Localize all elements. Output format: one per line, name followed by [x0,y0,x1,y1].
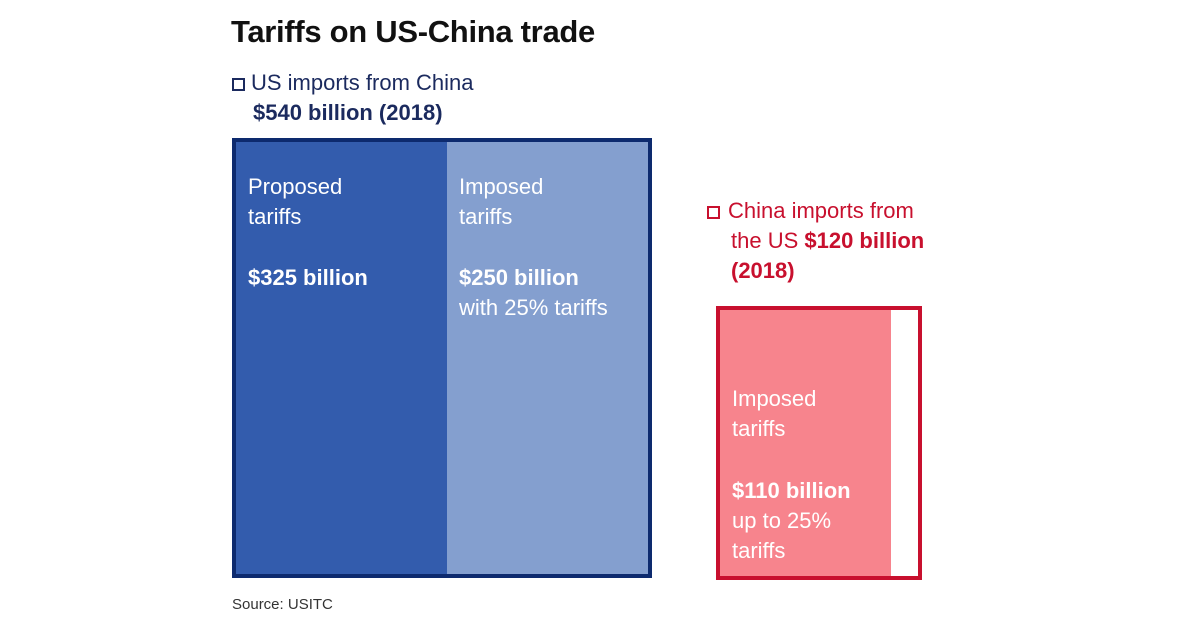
segment-value: $110 billion up to 25% tariffs [732,476,922,566]
segment-value: $250 billion with 25% tariffs [459,263,659,323]
segment-label-line1: Imposed [459,174,544,199]
segment-label-line1: Proposed [248,174,343,199]
segment-label: Imposed tariffs [459,172,649,232]
china-imports-legend: China imports from the US $120 billion (… [707,196,957,286]
us-legend-square-icon [232,78,245,91]
segment-value-label: $110 billion [732,478,851,503]
segment-label: Proposed tariffs [248,172,438,232]
us-proposed-tariffs-segment: Proposed tariffs $325 billion [236,142,447,574]
segment-note-line2: tariffs [732,538,786,563]
source-note: Source: USITC [232,596,333,613]
us-legend-amount: $540 billion (2018) [253,100,443,125]
china-legend-label: China imports from [728,198,914,223]
china-legend-label-2: the US [731,228,805,253]
china-legend-year: (2018) [731,258,795,283]
segment-label-line2: tariffs [248,204,302,229]
us-imports-box: Proposed tariffs $325 billion Imposed ta… [232,138,652,578]
china-imports-box: Imposed tariffs $110 billion up to 25% t… [716,306,922,580]
us-legend-label: US imports from China [251,70,474,95]
segment-value: $325 billion [248,263,438,293]
segment-label-line2: tariffs [732,416,786,441]
segment-note-line1: up to 25% [732,508,832,533]
china-legend-square-icon [707,206,720,219]
segment-value-label: $325 billion [248,265,368,290]
china-imposed-tariffs-segment: Imposed tariffs $110 billion up to 25% t… [720,310,891,576]
china-legend-amount: $120 billion [804,228,925,253]
us-imposed-tariffs-segment: Imposed tariffs $250 billion with 25% ta… [447,142,648,574]
chart-title: Tariffs on US-China trade [231,14,595,49]
segment-label-line1: Imposed [732,386,817,411]
us-imports-legend: US imports from China $540 billion (2018… [232,68,474,128]
segment-label: Imposed tariffs [732,384,922,444]
segment-note: with 25% tariffs [459,295,608,320]
segment-label-line2: tariffs [459,204,513,229]
segment-value-label: $250 billion [459,265,579,290]
